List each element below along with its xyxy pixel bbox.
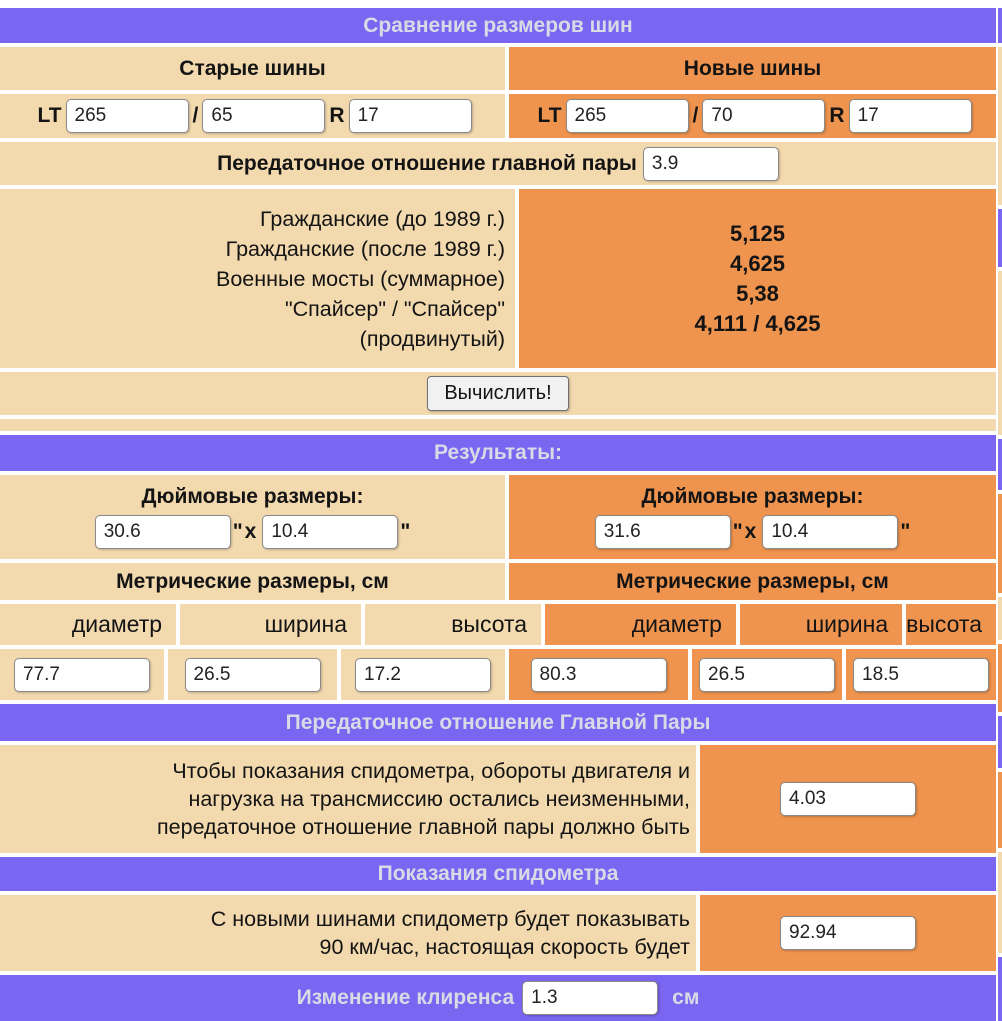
gear-section-header: Передаточное отношение Главной Пары	[0, 704, 996, 741]
gear-text-line: Чтобы показания спидометра, обороты двиг…	[172, 759, 690, 783]
adjacent-table-edge-segment	[998, 597, 1002, 640]
adjacent-table-edge-segment	[998, 494, 1002, 593]
old-diameter-input[interactable]	[14, 657, 150, 692]
old-profile-input[interactable]	[202, 99, 326, 133]
ratio-name: Военные мосты (суммарное)	[216, 266, 505, 291]
ratio-names-list: Гражданские (до 1989 г.) Гражданские (по…	[0, 189, 515, 368]
old-tires-header: Старые шины	[0, 47, 505, 90]
required-ratio-input[interactable]	[780, 782, 916, 816]
new-r-label: R	[829, 104, 845, 127]
old-width-input[interactable]	[65, 99, 189, 133]
old-inch-width-input[interactable]	[262, 515, 399, 549]
old-lt-label: LT	[37, 104, 62, 127]
old-quote-2: "	[400, 520, 411, 543]
new-rim-input[interactable]	[848, 99, 972, 133]
adjacent-table-edge-segment	[998, 644, 1002, 712]
new-profile-input[interactable]	[702, 99, 826, 133]
final-drive-label: Передаточное отношение главной пары	[217, 151, 637, 175]
gear-section-text: Чтобы показания спидометра, обороты двиг…	[0, 745, 696, 853]
new-width-label: ширина	[739, 604, 903, 645]
spacer-row	[0, 419, 996, 431]
new-width-value-input[interactable]	[699, 657, 835, 692]
ratio-name: (продвинутый)	[359, 326, 505, 351]
final-drive-group: Передаточное отношение главной пары	[0, 142, 996, 185]
clearance-row: Изменение клиренса см	[0, 975, 996, 1021]
final-drive-input[interactable]	[642, 146, 779, 181]
new-x-separator: x	[744, 520, 757, 543]
old-inch-sizes: Дюймовые размеры: " x "	[0, 475, 505, 559]
speedo-section-text: С новыми шинами спидометр будет показыва…	[0, 895, 696, 971]
clearance-label: Изменение клиренса	[296, 986, 515, 1009]
new-diameter-label: диаметр	[545, 604, 736, 645]
old-width-label: ширина	[180, 604, 362, 645]
old-diameter-label: диаметр	[0, 604, 177, 645]
new-quote-2: "	[900, 520, 911, 543]
old-height-input[interactable]	[355, 657, 491, 692]
new-width-input[interactable]	[565, 99, 689, 133]
adjacent-table-edge-segment	[998, 47, 1002, 205]
old-inch-label: Дюймовые размеры:	[141, 485, 364, 508]
new-metric-header: Метрические размеры, см	[509, 563, 996, 600]
new-inch-width-input[interactable]	[762, 515, 899, 549]
old-width-value-input[interactable]	[184, 657, 321, 692]
old-inch-diameter-input[interactable]	[94, 515, 231, 549]
calculate-button[interactable]: Вычислить!	[427, 376, 569, 411]
old-quote-1: "	[232, 520, 243, 543]
results-header: Результаты:	[0, 435, 996, 471]
gear-text-line: нагрузка на трансмиссию остались неизмен…	[188, 787, 690, 811]
new-tire-size-group: LT / R	[509, 94, 996, 138]
adjacent-table-edge-segment	[998, 852, 1002, 953]
new-lt-label: LT	[537, 104, 562, 127]
ratio-name: Гражданские (до 1989 г.)	[260, 206, 505, 231]
speedo-section-header: Показания спидометра	[0, 857, 996, 891]
old-tire-size-group: LT / R	[0, 94, 505, 138]
new-inch-diameter-input[interactable]	[594, 515, 731, 549]
old-slash-label: /	[192, 104, 199, 127]
speedo-text-line: С новыми шинами спидометр будет показыва…	[210, 907, 690, 931]
ratio-value: 5,38	[736, 280, 779, 306]
old-height-label: высота	[365, 604, 542, 645]
adjacent-table-edge-segment	[998, 439, 1002, 490]
calculator-table: Сравнение размеров шин Старые шины Новые…	[0, 8, 997, 1021]
adjacent-table-edge-segment	[998, 8, 1002, 43]
old-x-separator: x	[244, 520, 257, 543]
ratio-value: 4,625	[729, 250, 786, 276]
button-row: Вычислить!	[0, 372, 996, 415]
new-height-label: высота	[906, 604, 997, 645]
speedo-text-line: 90 км/час, настоящая скорость будет	[319, 935, 690, 959]
adjacent-table-edge-segment	[998, 209, 1002, 267]
old-metric-header: Метрические размеры, см	[0, 563, 505, 600]
new-tires-header: Новые шины	[509, 47, 996, 90]
clearance-input[interactable]	[522, 981, 659, 1015]
adjacent-table-edge-segment	[998, 957, 1002, 1021]
adjacent-table-edge-segment	[998, 716, 1002, 768]
old-rim-input[interactable]	[348, 99, 472, 133]
gear-text-line: передаточное отношение главной пары долж…	[157, 815, 690, 839]
new-inch-label: Дюймовые размеры:	[641, 485, 864, 508]
new-slash-label: /	[692, 104, 699, 127]
new-inch-sizes: Дюймовые размеры: " x "	[509, 475, 996, 559]
new-diameter-input[interactable]	[530, 657, 667, 692]
ratio-value: 5,125	[729, 220, 786, 246]
real-speed-input[interactable]	[780, 916, 916, 950]
old-r-label: R	[329, 104, 345, 127]
ratio-values-list: 5,125 4,625 5,38 4,111 / 4,625	[519, 189, 996, 368]
ratio-value: 4,111 / 4,625	[694, 310, 821, 336]
adjacent-table-edge	[998, 8, 1002, 1021]
page-title: Сравнение размеров шин	[0, 8, 996, 43]
adjacent-table-edge-segment	[998, 772, 1002, 848]
adjacent-table-edge-segment	[998, 271, 1002, 435]
ratio-name: "Спайсер" / "Спайсер"	[284, 296, 505, 321]
new-height-input[interactable]	[853, 657, 989, 692]
ratio-name: Гражданские (после 1989 г.)	[225, 236, 505, 261]
clearance-unit-label: см	[672, 986, 700, 1009]
new-quote-1: "	[732, 520, 743, 543]
